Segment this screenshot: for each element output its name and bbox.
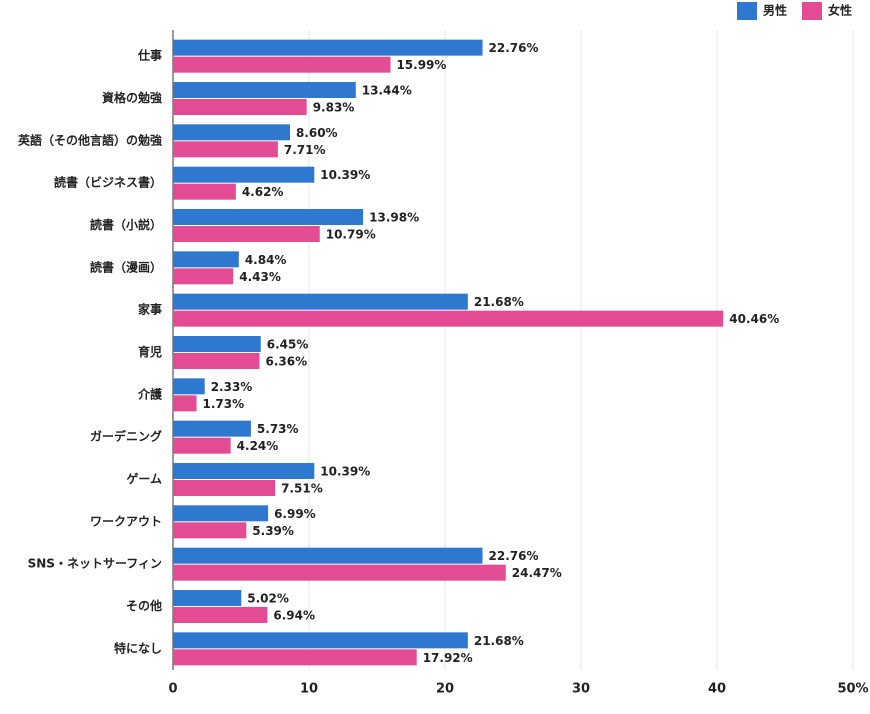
- y-tick-label: SNS・ネットサーフィン: [28, 557, 162, 571]
- bar: [173, 649, 417, 666]
- y-tick-label: 読書（ビジネス書）: [54, 175, 162, 190]
- value-label: 13.44%: [362, 84, 412, 98]
- x-tick-label: 20: [436, 682, 454, 697]
- y-tick-label: 介護: [137, 386, 163, 401]
- value-label: 6.36%: [265, 355, 307, 369]
- bar: [173, 226, 320, 242]
- value-label: 17.92%: [423, 651, 473, 665]
- value-label: 5.02%: [247, 592, 289, 606]
- bar: [173, 268, 234, 285]
- bar: [173, 39, 483, 56]
- x-tick-label: 10: [300, 682, 318, 697]
- bar: [173, 183, 236, 200]
- y-tick-label: 育児: [138, 344, 162, 359]
- value-label: 21.68%: [474, 295, 524, 309]
- y-tick-label: 資格の勉強: [102, 90, 162, 105]
- value-label: 4.24%: [237, 439, 279, 453]
- bar: [173, 378, 205, 395]
- value-label: 7.51%: [281, 482, 323, 496]
- bar: [173, 522, 247, 539]
- x-tick-label: 30: [572, 682, 590, 697]
- legend-label: 女性: [828, 3, 852, 18]
- bar: [173, 480, 276, 496]
- bar: [173, 166, 315, 183]
- bar: [173, 505, 269, 522]
- y-tick-label: ガーデニング: [90, 429, 162, 444]
- value-label: 1.73%: [203, 397, 245, 411]
- value-label: 15.99%: [396, 58, 446, 72]
- bar: [173, 251, 239, 268]
- value-label: 6.99%: [274, 507, 316, 521]
- bar: [173, 124, 290, 141]
- y-tick-label: 家事: [138, 302, 162, 317]
- bar: [173, 463, 315, 479]
- x-tick-label: 0: [168, 682, 177, 697]
- value-label: 9.83%: [313, 101, 355, 115]
- bar: [173, 310, 724, 327]
- value-label: 5.39%: [252, 524, 294, 538]
- value-label: 7.71%: [284, 143, 326, 157]
- bar: [173, 437, 231, 454]
- x-tick-label: 50%: [837, 682, 868, 697]
- value-label: 22.76%: [489, 41, 539, 55]
- y-tick-label: その他: [126, 598, 162, 613]
- value-label: 5.73%: [257, 422, 299, 436]
- x-tick-label: 40: [708, 682, 726, 697]
- bar: [173, 632, 468, 649]
- value-label: 4.62%: [242, 185, 284, 199]
- value-label: 10.39%: [320, 465, 370, 479]
- value-label: 8.60%: [296, 126, 338, 140]
- bar: [173, 99, 307, 115]
- value-label: 6.45%: [267, 338, 309, 352]
- bar: [173, 293, 468, 310]
- bar: [173, 564, 506, 581]
- value-label: 4.43%: [239, 270, 281, 284]
- bar: [173, 209, 364, 225]
- value-label: 10.39%: [320, 168, 370, 182]
- legend-swatch: [802, 2, 822, 20]
- y-tick-label: 仕事: [137, 48, 162, 63]
- value-label: 13.98%: [369, 211, 419, 225]
- bar: [173, 141, 278, 158]
- bar: [173, 420, 251, 437]
- bar: [173, 590, 242, 606]
- value-label: 24.47%: [512, 566, 562, 580]
- value-label: 40.46%: [729, 312, 779, 326]
- y-tick-label: 読書（小説）: [90, 217, 162, 232]
- value-label: 10.79%: [326, 228, 376, 242]
- y-tick-label: ゲーム: [126, 471, 162, 486]
- value-label: 6.94%: [273, 609, 315, 623]
- y-tick-label: 英語（その他言語）の勉強: [18, 132, 162, 147]
- bar: [173, 547, 483, 564]
- value-label: 2.33%: [211, 380, 253, 394]
- bar: [173, 336, 261, 352]
- y-tick-label: 特になし: [114, 640, 162, 655]
- bar: [173, 607, 268, 623]
- y-tick-label: ワークアウト: [90, 514, 162, 528]
- value-label: 21.68%: [474, 634, 524, 648]
- legend-swatch: [737, 2, 757, 20]
- y-tick-label: 読書（漫画）: [90, 259, 162, 274]
- value-label: 4.84%: [245, 253, 287, 267]
- value-label: 22.76%: [489, 549, 539, 563]
- bar: [173, 395, 197, 412]
- legend-label: 男性: [763, 3, 787, 18]
- bar: [173, 56, 391, 73]
- bar: [173, 353, 260, 369]
- bar: [173, 82, 356, 98]
